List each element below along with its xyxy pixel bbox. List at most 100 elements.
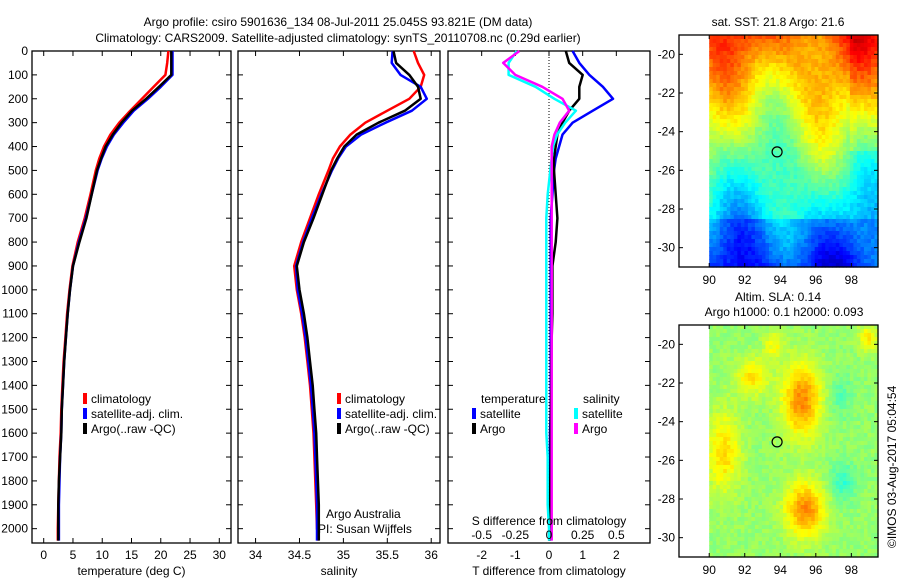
heatmap-cell — [842, 417, 847, 422]
heatmap-cell — [821, 437, 826, 442]
heatmap-cell — [716, 385, 721, 390]
heatmap-cell — [821, 393, 826, 398]
heatmap-cell — [744, 99, 749, 104]
heatmap-cell — [797, 79, 802, 84]
heatmap-cell — [779, 103, 784, 108]
heatmap-cell — [832, 191, 837, 196]
heatmap-cell — [839, 75, 844, 80]
heatmap-cell — [790, 55, 795, 60]
heatmap-cell — [811, 211, 816, 216]
heatmap-cell — [776, 465, 781, 470]
heatmap-cell — [863, 429, 869, 434]
heatmap-cell — [856, 127, 862, 132]
heatmap-cell — [797, 429, 802, 434]
heatmap-cell — [807, 409, 812, 414]
heatmap-cell — [779, 429, 784, 434]
heatmap-cell — [860, 481, 865, 486]
heatmap-cell — [846, 449, 851, 454]
heatmap-cell — [797, 437, 802, 442]
heatmap-cell — [761, 35, 767, 40]
heatmap-cell — [860, 235, 865, 240]
heatmap-cell — [709, 465, 714, 470]
heatmap-cell — [716, 55, 721, 60]
heatmap-cell — [856, 219, 862, 224]
heatmap-cell — [776, 429, 781, 434]
heatmap-cell — [747, 473, 753, 478]
heatmap-cell — [733, 115, 738, 120]
heatmap-cell — [768, 239, 774, 244]
heatmap-cell — [783, 389, 788, 394]
heatmap-cell — [744, 167, 749, 172]
heatmap-cell — [744, 413, 749, 418]
y-tick-label: 2000 — [1, 522, 28, 536]
heatmap-cell — [783, 433, 788, 438]
heatmap-cell — [804, 223, 809, 228]
heatmap-cell — [754, 457, 760, 462]
heatmap-cell — [772, 151, 777, 156]
heatmap-cell — [793, 349, 798, 354]
heatmap-cell — [768, 207, 774, 212]
heatmap-cell — [863, 71, 869, 76]
heatmap-cell — [719, 215, 724, 220]
heatmap-cell — [754, 155, 760, 160]
heatmap-cell — [737, 437, 742, 442]
heatmap-cell — [807, 453, 812, 458]
heatmap-cell — [821, 215, 826, 220]
heatmap-cell — [754, 377, 760, 382]
series-line-climatology — [56, 50, 170, 541]
heatmap-cell — [783, 251, 788, 256]
heatmap-cell — [790, 39, 795, 44]
heatmap-cell — [730, 127, 735, 132]
heatmap-cell — [716, 147, 721, 152]
heatmap-cell — [807, 95, 812, 100]
heatmap-cell — [730, 481, 735, 486]
heatmap-cell — [751, 155, 756, 160]
heatmap-cell — [751, 163, 756, 168]
heatmap-cell — [765, 151, 770, 156]
heatmap-cell — [870, 365, 876, 370]
heatmap-cell — [776, 477, 781, 482]
heatmap-cell — [730, 377, 735, 382]
heatmap-cell — [772, 127, 777, 132]
heatmap-cell — [761, 87, 767, 92]
heatmap-cell — [835, 191, 840, 196]
heatmap-cell — [737, 389, 742, 394]
heatmap-cell — [716, 79, 721, 84]
heatmap-cell — [765, 247, 770, 252]
heatmap-cell — [712, 437, 717, 442]
heatmap-cell — [811, 413, 816, 418]
heatmap-cell — [828, 159, 833, 164]
heatmap-cell — [761, 405, 767, 410]
heatmap-cell — [818, 223, 823, 228]
heatmap-cell — [818, 131, 823, 136]
heatmap-cell — [740, 123, 745, 128]
heatmap-cell — [870, 361, 876, 366]
heatmap-cell — [804, 453, 809, 458]
heatmap-cell — [712, 95, 717, 100]
heatmap-cell — [776, 421, 781, 426]
heatmap-cell — [747, 469, 753, 474]
heatmap-cell — [726, 255, 731, 260]
heatmap-cell — [811, 473, 816, 478]
heatmap-cell — [860, 191, 865, 196]
heatmap-cell — [846, 473, 851, 478]
heatmap-cell — [751, 219, 756, 224]
x-tick-label: 5 — [70, 548, 77, 562]
heatmap-cell — [839, 147, 844, 152]
heatmap-cell — [828, 243, 833, 248]
heatmap-cell — [712, 63, 717, 68]
heatmap-cell — [860, 231, 865, 236]
heatmap-cell — [849, 215, 854, 220]
heatmap-cell — [709, 107, 714, 112]
heatmap-cell — [786, 345, 791, 350]
heatmap-cell — [793, 179, 798, 184]
heatmap-cell — [839, 389, 844, 394]
heatmap-cell — [761, 437, 767, 442]
heatmap-cell — [856, 421, 862, 426]
heatmap-cell — [860, 115, 865, 120]
heatmap-cell — [719, 349, 724, 354]
heatmap-cell — [853, 175, 858, 180]
heatmap-cell — [825, 353, 830, 358]
heatmap-cell — [740, 47, 745, 52]
heatmap-cell — [814, 139, 819, 144]
